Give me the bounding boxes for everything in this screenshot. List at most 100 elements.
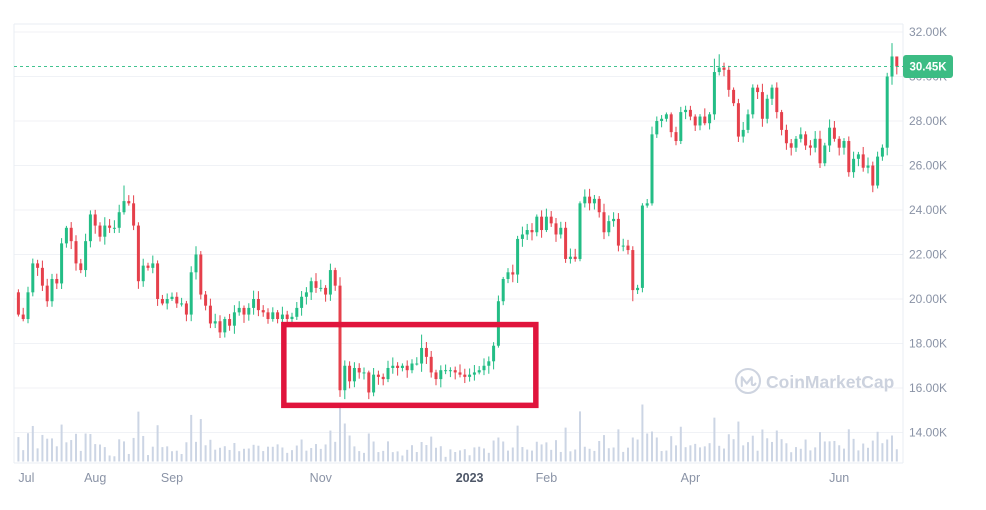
volume-bar [425,445,428,462]
candle-body [386,367,390,380]
candle-body [520,234,524,239]
volume-bar [271,446,274,462]
y-axis-labels: 32.00K30.00K28.00K26.00K24.00K22.00K20.0… [909,25,947,440]
volume-bar [41,434,44,462]
candle-body [112,227,116,229]
candle-body [616,218,620,246]
plot-area[interactable]: 32.00K30.00K28.00K26.00K24.00K22.00K20.0… [13,23,947,485]
volume-bar [459,450,461,462]
volume-bar [622,451,625,462]
volume-bar [785,443,788,462]
candle-body [842,141,846,148]
candle-body [189,272,193,315]
volume-bar [94,444,97,462]
candle-body [434,372,438,380]
volume-bar [377,452,380,462]
candle-body [453,370,457,373]
volume-bar [190,414,193,462]
candle-body [477,370,481,373]
volume-bar [828,441,831,462]
volume-bar [36,448,39,462]
volume-bar [132,437,135,462]
volume-bar [655,437,658,462]
volume-bar [727,434,730,462]
volume-bar [310,448,313,462]
candle-body [621,245,625,247]
candle-body [223,319,227,333]
candle-body [880,147,884,157]
candle-body [26,292,30,320]
volume-bar [79,450,82,462]
x-tick-label: Jun [829,471,849,485]
candle-body [501,278,505,302]
candle-body [372,374,376,393]
candle-body [784,129,788,144]
candle-body [242,307,246,315]
x-tick-label: Jul [18,471,34,485]
current-price-badge: 30.45K [903,55,953,78]
volume-bar [233,442,236,462]
candle-body [741,129,745,137]
volume-bar [51,438,53,462]
candle-body [338,285,342,391]
volume-bar [838,445,841,462]
volume-bar [780,439,783,462]
volume-bar [185,442,188,462]
volume-bar [27,433,29,462]
y-tick-label: 18.00K [909,337,947,351]
volume-bar [569,451,572,462]
candle-body [636,287,640,291]
candle-body [252,299,256,308]
candle-body [93,214,97,226]
candle-body [381,376,385,380]
candle-body [760,92,764,119]
volume-bar [315,444,317,462]
volume-bar [555,440,557,462]
candle-body [295,307,299,317]
candle-body [852,158,856,173]
x-axis-labels: Jul Aug Sep Nov 2023 Feb Apr Jun [18,471,849,485]
candle-body [40,267,44,286]
volume-bar [535,441,538,462]
candle-body [45,285,49,302]
volume-bar [886,439,889,462]
volume-bar [775,430,778,462]
highlight-annotation-box [281,321,539,409]
volume-bar [70,440,73,462]
volume-bar [214,449,217,462]
volume-bar [502,441,505,462]
candle-body [525,230,529,235]
volume-bar [339,404,341,462]
volume-bar [113,456,116,462]
volume-bar [891,435,893,462]
candle-body [175,296,179,304]
y-tick-label: 26.00K [909,159,947,173]
volume-bar [55,446,58,462]
candle-body [16,292,20,315]
volume-bar [799,448,802,462]
volume-bar [420,442,423,462]
candle-body [693,116,697,126]
volume-bar [439,446,442,462]
candle-body [64,227,68,244]
volume-bar [363,452,365,462]
y-tick-label: 20.00K [909,292,947,306]
candle-body [84,241,88,271]
candle-body [765,98,769,119]
x-tick-label: Nov [310,471,333,485]
volume-bar [862,443,865,462]
candle-body [132,203,136,226]
candle-body [410,363,414,371]
candle-body [664,114,668,119]
x-tick-label: Sep [161,471,183,485]
volume-bar [531,450,533,462]
candle-body [69,227,73,242]
candle-body [468,374,472,377]
candle-body [314,281,318,288]
candle-body [261,310,265,313]
current-price-label: 30.45K [909,62,947,74]
candle-body [823,145,827,164]
candle-body [472,372,476,375]
candle-body [535,216,539,233]
